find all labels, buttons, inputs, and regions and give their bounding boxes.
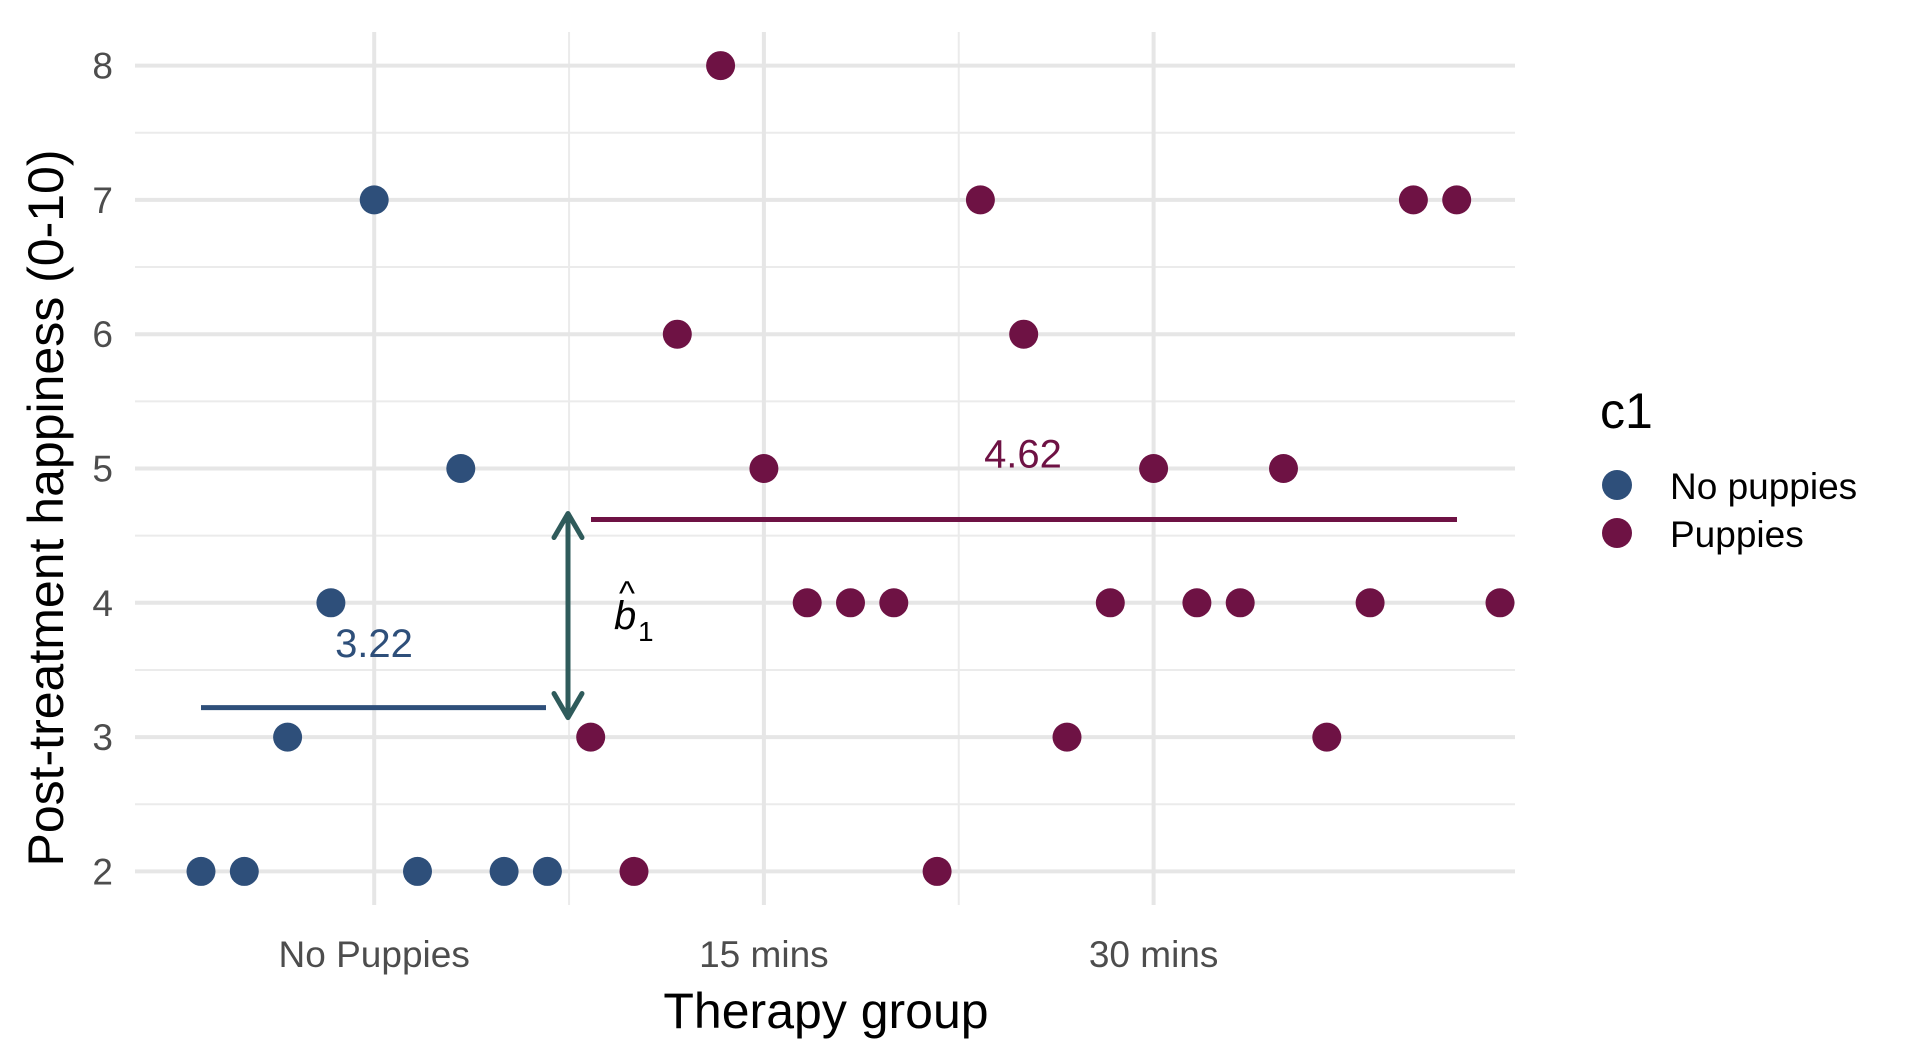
annotation-arrow-head-down (551, 691, 585, 721)
y-axis-title: Post-treatment happiness (0-10) (18, 149, 74, 866)
data-point (922, 856, 952, 886)
data-point (749, 454, 779, 483)
annotation-subscript: 1 (638, 616, 654, 647)
data-points (186, 51, 1515, 886)
data-point (316, 588, 346, 618)
x-axis-title: Therapy group (663, 983, 988, 1039)
data-point (662, 319, 692, 349)
y-tick-label: 7 (92, 180, 113, 221)
annotation-hat: ^ (619, 575, 635, 613)
legend-key-puppies (1602, 518, 1632, 548)
y-tick-label: 6 (92, 314, 113, 355)
legend-title: c1 (1600, 383, 1653, 439)
b1-annotation: b^1 (551, 511, 654, 721)
data-point (576, 722, 606, 752)
x-tick-labels: No Puppies 15 mins 30 mins (279, 934, 1219, 975)
data-point (879, 588, 909, 618)
y-tick-label: 4 (92, 583, 113, 624)
y-tick-label: 2 (92, 851, 113, 892)
grid-major (135, 32, 1515, 905)
data-point (1269, 454, 1298, 483)
data-point (1398, 185, 1428, 215)
group-mean-lines: 3.22 4.62 (201, 433, 1457, 711)
data-point (1052, 722, 1082, 752)
data-point (619, 856, 649, 886)
data-point (1139, 454, 1169, 483)
data-point (1312, 722, 1342, 752)
data-point (1182, 588, 1212, 618)
data-point (965, 185, 995, 215)
y-tick-labels: 2 3 4 5 6 7 8 (92, 46, 113, 893)
data-point (1355, 588, 1385, 618)
legend: c1 No puppies Puppies (1600, 383, 1857, 555)
data-point (229, 856, 259, 886)
data-point (489, 856, 519, 886)
data-point (1485, 588, 1515, 618)
mean-label: 3.22 (335, 622, 413, 666)
legend-label-no-puppies: No puppies (1670, 466, 1857, 507)
mean-label: 4.62 (984, 433, 1062, 477)
data-point (792, 588, 822, 618)
x-tick-label: 30 mins (1089, 934, 1219, 975)
data-point (1009, 319, 1039, 349)
data-point (186, 856, 216, 886)
legend-key-no-puppies (1602, 470, 1632, 500)
data-point (706, 51, 736, 81)
y-tick-label: 3 (92, 717, 113, 758)
y-tick-label: 5 (92, 449, 113, 490)
x-tick-label: No Puppies (279, 934, 470, 975)
data-point (1442, 185, 1472, 215)
annotation-arrow-head-up (551, 511, 585, 541)
data-point (359, 185, 389, 215)
grid-minor (135, 32, 1515, 905)
data-point (1095, 588, 1125, 618)
data-point (446, 454, 476, 483)
data-point (403, 856, 432, 886)
data-point (1225, 588, 1255, 618)
annotation-symbol: b (614, 594, 636, 638)
data-point (532, 856, 562, 886)
legend-label-puppies: Puppies (1670, 514, 1804, 555)
x-tick-label: 15 mins (699, 934, 829, 975)
data-point (836, 588, 865, 618)
y-tick-label: 8 (92, 46, 113, 87)
data-point (273, 722, 303, 752)
